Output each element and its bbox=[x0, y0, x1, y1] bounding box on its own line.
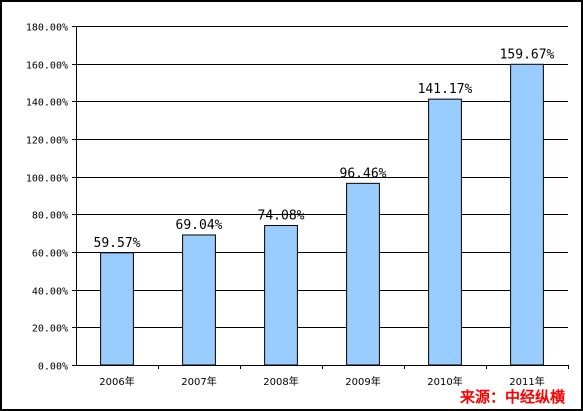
y-tick-label: 60.00% bbox=[32, 249, 68, 260]
bar bbox=[510, 63, 544, 366]
y-tick-label: 160.00% bbox=[26, 61, 68, 72]
x-tick-label: 2008年 bbox=[263, 375, 298, 388]
x-tick-label: 2009年 bbox=[345, 375, 380, 388]
data-label: 74.08% bbox=[258, 208, 305, 223]
y-tick-label: 40.00% bbox=[32, 287, 68, 298]
y-tick-label: 100.00% bbox=[26, 174, 68, 185]
bars bbox=[100, 63, 544, 366]
bar bbox=[264, 224, 298, 366]
x-tick-label: 2006年 bbox=[99, 375, 134, 388]
gridlines bbox=[76, 26, 568, 328]
y-tick-label: 0.00% bbox=[38, 362, 68, 373]
data-label: 96.46% bbox=[340, 166, 387, 181]
data-label: 69.04% bbox=[176, 218, 223, 233]
data-label: 141.17% bbox=[418, 82, 473, 97]
labels: 0.00% 20.00% 40.00% 60.00% 80.00% 100.00% 120.… bbox=[26, 23, 555, 389]
data-label: 59.57% bbox=[94, 236, 141, 251]
x-tick-label: 2007年 bbox=[181, 375, 216, 388]
x-tick-label: 2010年 bbox=[427, 375, 462, 388]
bar bbox=[100, 252, 134, 366]
axes bbox=[72, 26, 569, 369]
x-tick-label: 2011年 bbox=[509, 375, 544, 388]
bar bbox=[182, 234, 216, 366]
bar bbox=[346, 182, 380, 366]
y-tick-label: 140.00% bbox=[26, 98, 68, 109]
y-tick-label: 20.00% bbox=[32, 324, 68, 335]
bar bbox=[428, 98, 462, 366]
data-label: 159.67% bbox=[500, 47, 555, 62]
source-label: 来源：中经纵横 bbox=[459, 388, 566, 406]
y-tick-label: 80.00% bbox=[32, 211, 68, 222]
y-tick-label: 120.00% bbox=[26, 136, 68, 147]
y-tick-label: 180.00% bbox=[26, 23, 68, 34]
